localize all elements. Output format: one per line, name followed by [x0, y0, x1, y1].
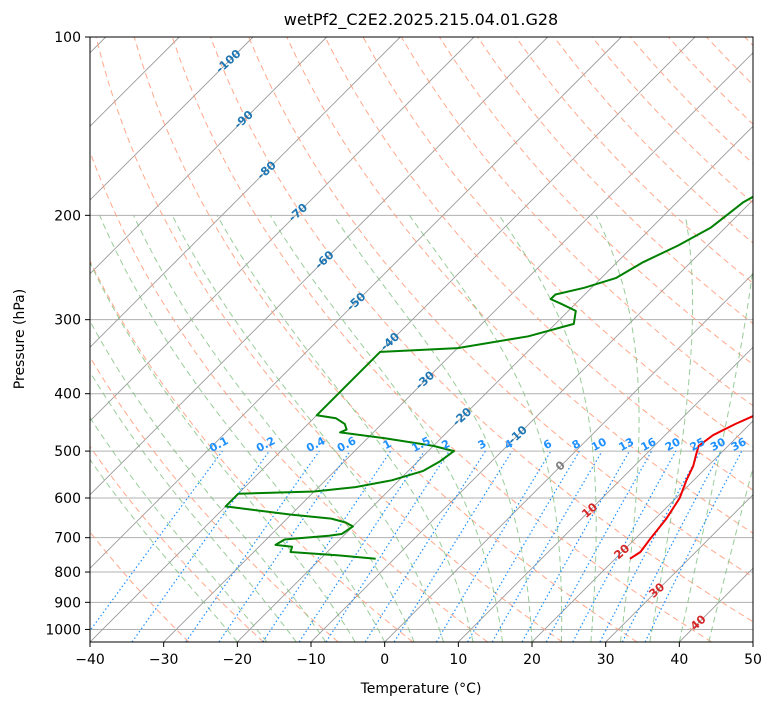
moist-adiabat-line: [709, 215, 775, 642]
x-tick-label: −30: [149, 652, 179, 668]
dry-adiabat-line: [668, 37, 775, 642]
isotherm-line: [0, 37, 253, 642]
moist-adiabat-line: [596, 215, 639, 642]
mixing-ratio-label: 1.5: [409, 434, 432, 455]
mixing-ratio-line: [365, 451, 485, 642]
isotherm-line: [0, 37, 400, 642]
y-tick-label: 700: [54, 531, 81, 547]
x-tick-label: 30: [597, 652, 615, 668]
x-tick-label: −40: [75, 652, 105, 668]
mixing-ratio-label: 0.1: [207, 434, 230, 455]
mixing-ratio-line: [82, 451, 223, 642]
y-tick-label: 100: [54, 30, 81, 46]
isotherm-line: [0, 37, 548, 642]
x-tick-label: 40: [670, 652, 688, 668]
isotherm-line: [753, 37, 775, 642]
x-axis-label: Temperature (°C): [360, 681, 482, 697]
mixing-ratio-label: 3: [476, 437, 489, 452]
moist-adiabat-line: [42, 215, 326, 642]
x-tick-label: 10: [449, 652, 467, 668]
mixing-ratio-line: [468, 451, 580, 642]
dry-adiabat-line: [20, 37, 413, 642]
mixing-ratio-label: 0.6: [335, 434, 359, 455]
y-tick-label: 900: [54, 595, 81, 611]
y-tick-label: 500: [54, 444, 81, 460]
y-tick-label: 600: [54, 491, 81, 507]
isotherm-label: 30: [646, 580, 667, 601]
mixing-ratio-label: 0.2: [254, 434, 277, 455]
dry-adiabat-line: [0, 37, 264, 642]
y-axis-label: Pressure (hPa): [12, 289, 28, 389]
moist-adiabat-line: [172, 215, 443, 642]
mixing-ratio-line: [299, 451, 424, 642]
dry-adiabat-line: [516, 37, 775, 642]
isotherm-line: [679, 37, 775, 642]
isotherm-line: [385, 37, 775, 642]
x-tick-label: −20: [223, 652, 253, 668]
chart-title: wetPf2_C2E2.2025.215.04.01.G28: [284, 10, 558, 30]
y-tick-label: 1000: [45, 622, 81, 638]
isotherm-line: [164, 37, 769, 642]
y-tick-label: 300: [54, 313, 81, 329]
x-tick-label: 20: [523, 652, 541, 668]
moist-adiabat-line: [0, 215, 267, 642]
mixing-ratio-line: [522, 451, 629, 642]
isotherm-line: [0, 37, 327, 642]
mixing-ratio-label: 8: [570, 437, 583, 452]
mixing-ratio-line: [600, 451, 701, 642]
plot-frame: [90, 37, 753, 642]
x-tick-label: −10: [296, 652, 326, 668]
dry-adiabat-line: [58, 37, 488, 642]
y-ticks: 1000 900 800 700 600 500 400 300 200 100: [45, 30, 90, 638]
dry-adiabat-line: [0, 37, 338, 642]
dewpoint-profile-line: [226, 37, 775, 559]
y-tick-label: 200: [54, 208, 81, 224]
mixing-ratio-line: [326, 451, 449, 642]
moist-adiabat-line: [134, 215, 415, 642]
dry-adiabat-line: [0, 37, 189, 642]
dry-adiabat-line: [745, 37, 775, 642]
mixing-ratio-label: 0.4: [304, 434, 328, 455]
series-layer: [226, 37, 775, 559]
x-tick-label: 0: [380, 652, 389, 668]
x-ticks: −40 −30 −20 −10 0 10 20 30 40 50: [75, 642, 762, 668]
isotherm-line: [16, 37, 621, 642]
y-tick-label: 800: [54, 565, 81, 581]
dry-adiabat-line: [554, 37, 775, 642]
y-tick-label: 400: [54, 387, 81, 403]
moist-adiabat-line: [679, 215, 758, 642]
moist-adiabat-line: [100, 215, 385, 642]
mixing-ratio-line: [546, 451, 651, 642]
x-tick-label: 50: [744, 652, 762, 668]
dry-adiabat-line: [707, 37, 775, 642]
moist-adiabat-line: [0, 215, 237, 642]
moist-adiabat-line: [333, 215, 532, 642]
isotherm-label: 20: [611, 541, 632, 562]
